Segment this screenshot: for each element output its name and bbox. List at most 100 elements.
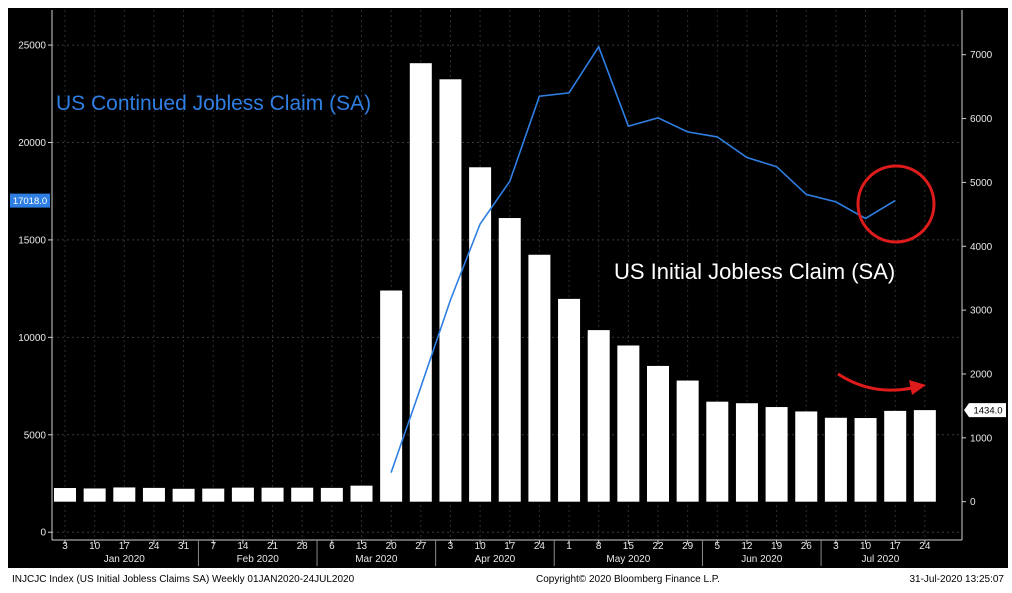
- last-value-right-label: 1434.0: [973, 406, 1002, 417]
- continued-claims-line-group: [390, 45, 896, 473]
- x-axis-tick-label: 12: [741, 541, 753, 552]
- x-axis-tick-label: 31: [178, 541, 190, 552]
- x-axis-tick-label: 20: [386, 541, 398, 552]
- month-label: May 2020: [606, 554, 650, 565]
- initial-claims-bar: [291, 487, 314, 502]
- right-axis-tick-label: 4000: [970, 242, 993, 253]
- x-axis-tick-label: 17: [119, 541, 131, 552]
- x-axis-tick-label: 29: [682, 541, 694, 552]
- continued-claims-label: US Continued Jobless Claim (SA): [56, 92, 371, 115]
- initial-claims-bar: [83, 488, 106, 502]
- highlight-circle: [856, 164, 936, 244]
- initial-claims-bars: [54, 63, 936, 502]
- axes: 0500010000150002000025000010002000300040…: [10, 10, 1006, 566]
- left-axis-tick-label: 0: [40, 528, 46, 539]
- right-axis-tick-label: 3000: [970, 306, 993, 317]
- right-axis-background: [963, 8, 1008, 568]
- right-axis-tick-label: 2000: [970, 369, 993, 380]
- left-axis-tick-label: 10000: [18, 333, 46, 344]
- x-axis-tick-label: 28: [297, 541, 309, 552]
- initial-claims-bar: [172, 488, 195, 502]
- month-label: Jun 2020: [741, 554, 783, 565]
- highlight-arrow: [837, 372, 913, 392]
- initial-claims-bar: [587, 330, 610, 502]
- initial-claims-bar: [320, 487, 343, 502]
- footer: INJCJC Index (US Initial Jobless Claims …: [12, 574, 1004, 585]
- initial-claims-bar: [202, 488, 225, 502]
- initial-claims-bar: [647, 365, 669, 502]
- annotations: US Continued Jobless Claim (SA) US Initi…: [56, 92, 936, 395]
- initial-claims-bar: [795, 411, 818, 502]
- x-axis-tick-label: 3: [62, 541, 68, 552]
- x-axis-tick-label: 17: [890, 541, 902, 552]
- x-axis-tick-label: 24: [148, 541, 160, 552]
- x-axis-tick-label: 13: [356, 541, 368, 552]
- right-axis-tick-label: 7000: [970, 50, 993, 61]
- initial-claims-bar: [231, 487, 254, 502]
- footer-right-text: 31-Jul-2020 13:25:07: [909, 574, 1004, 585]
- initial-claims-bar: [617, 345, 640, 502]
- x-axis-tick-label: 19: [771, 541, 783, 552]
- footer-strip: [0, 568, 1012, 588]
- initial-claims-bar: [528, 254, 551, 502]
- last-value-left-badge: [10, 193, 50, 208]
- initial-claims-bar: [350, 485, 373, 502]
- footer-left-text: INJCJC Index (US Initial Jobless Claims …: [12, 574, 355, 585]
- month-label: Jul 2020: [861, 554, 899, 565]
- initial-claims-bar: [824, 417, 847, 502]
- x-axis-tick-label: 26: [801, 541, 813, 552]
- x-axis-tick-label: 22: [652, 541, 664, 552]
- x-axis-tick-label: 6: [329, 541, 335, 552]
- initial-claims-bar: [676, 380, 699, 502]
- x-axis-tick-label: 8: [596, 541, 602, 552]
- initial-claims-label: US Initial Jobless Claim (SA): [614, 259, 895, 284]
- left-axis-tick-label: 5000: [24, 430, 47, 441]
- month-label: Feb 2020: [237, 554, 280, 565]
- initial-claims-bar: [409, 63, 432, 502]
- highlight-arrow-head: [909, 380, 926, 395]
- initial-claims-bar: [735, 403, 758, 502]
- month-label: Apr 2020: [475, 554, 516, 565]
- initial-claims-bar: [913, 410, 936, 502]
- initial-claims-bar: [54, 488, 76, 502]
- left-axis-tick-label: 25000: [18, 41, 46, 52]
- last-value-right-badge: [964, 403, 1006, 418]
- initial-claims-bar: [261, 487, 284, 502]
- x-axis-tick-label: 24: [534, 541, 546, 552]
- x-axis-tick-label: 10: [475, 541, 487, 552]
- initial-claims-bar: [706, 401, 729, 502]
- month-label: Jan 2020: [104, 554, 146, 565]
- right-axis-tick-label: 5000: [970, 178, 993, 189]
- initial-claims-bar: [142, 487, 165, 502]
- x-axis-tick-label: 5: [715, 541, 721, 552]
- left-axis-tick-label: 15000: [18, 235, 46, 246]
- initial-claims-bar: [765, 407, 788, 502]
- month-label: Mar 2020: [355, 554, 398, 565]
- x-axis-tick-label: 17: [504, 541, 516, 552]
- initial-claims-bar: [558, 298, 581, 502]
- right-axis-tick-label: 0: [970, 497, 976, 508]
- x-axis-tick-label: 15: [623, 541, 635, 552]
- x-axis-tick-label: 1: [566, 541, 572, 552]
- last-value-left-label: 17018.0: [13, 196, 47, 207]
- initial-claims-bar: [469, 167, 492, 502]
- right-axis-tick-label: 6000: [970, 114, 993, 125]
- footer-center-text: Copyright© 2020 Bloomberg Finance L.P.: [536, 574, 720, 585]
- initial-claims-bar: [439, 79, 462, 502]
- x-axis-tick-label: 24: [919, 541, 931, 552]
- x-axis-tick-label: 10: [89, 541, 101, 552]
- continued-claims-line: [390, 45, 896, 473]
- initial-claims-bar: [854, 418, 877, 502]
- initial-claims-bar: [380, 290, 403, 502]
- x-axis-tick-label: 14: [237, 541, 249, 552]
- x-axis-tick-label: 21: [267, 541, 279, 552]
- initial-claims-bar: [113, 487, 136, 502]
- right-axis-tick-label: 1000: [970, 433, 993, 444]
- x-axis-tick-label: 3: [833, 541, 839, 552]
- x-axis-tick-label: 7: [210, 541, 216, 552]
- x-axis-tick-label: 10: [860, 541, 872, 552]
- x-axis-tick-label: 3: [448, 541, 454, 552]
- left-axis-tick-label: 20000: [18, 138, 46, 149]
